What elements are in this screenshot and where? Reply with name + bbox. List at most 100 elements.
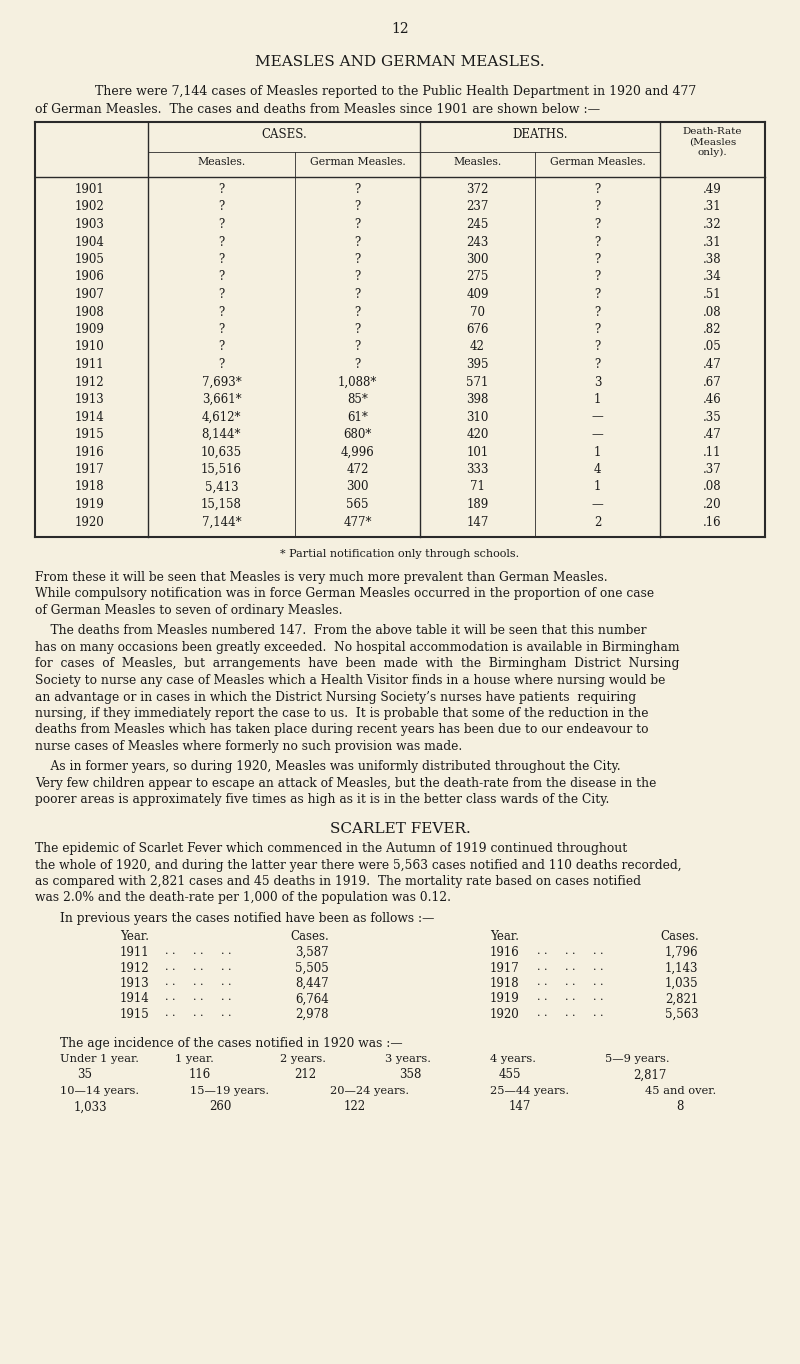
Text: 1918: 1918 — [74, 480, 104, 494]
Text: 3 years.: 3 years. — [385, 1054, 431, 1064]
Text: 15,516: 15,516 — [201, 462, 242, 476]
Text: 4,996: 4,996 — [341, 446, 374, 458]
Text: 1915: 1915 — [120, 1008, 150, 1022]
Text: 237: 237 — [466, 201, 489, 214]
Text: 1917: 1917 — [490, 962, 520, 974]
Text: 3,661*: 3,661* — [202, 393, 242, 406]
Text: 1907: 1907 — [74, 288, 105, 301]
Text: —: — — [592, 411, 603, 423]
Text: 1917: 1917 — [74, 462, 104, 476]
Text: .11: .11 — [703, 446, 722, 458]
Text: 1912: 1912 — [74, 375, 104, 389]
Text: 15—19 years.: 15—19 years. — [190, 1087, 269, 1097]
Text: 1916: 1916 — [490, 947, 520, 959]
Text: Measles.: Measles. — [454, 157, 502, 166]
Text: 147: 147 — [466, 516, 489, 528]
Text: the whole of 1920, and during the latter year there were 5,563 cases notified an: the whole of 1920, and during the latter… — [35, 858, 682, 872]
Text: ?: ? — [354, 357, 361, 371]
Text: for  cases  of  Measles,  but  arrangements  have  been  made  with  the  Birmin: for cases of Measles, but arrangements h… — [35, 657, 679, 671]
Text: 398: 398 — [466, 393, 489, 406]
Text: ?: ? — [218, 201, 225, 214]
Text: 1,143: 1,143 — [665, 962, 698, 974]
Text: 116: 116 — [189, 1068, 211, 1082]
Text: ?: ? — [594, 183, 601, 196]
Text: . .     . .     . .: . . . . . . — [165, 993, 231, 1003]
Text: ?: ? — [354, 252, 361, 266]
Text: ?: ? — [354, 270, 361, 284]
Text: 275: 275 — [466, 270, 489, 284]
Text: deaths from Measles which has taken place during recent years has been due to ou: deaths from Measles which has taken plac… — [35, 723, 649, 737]
Text: Very few children appear to escape an attack of Measles, but the death-rate from: Very few children appear to escape an at… — [35, 777, 656, 790]
Text: 189: 189 — [466, 498, 489, 512]
Text: 8: 8 — [676, 1101, 684, 1113]
Text: 1906: 1906 — [74, 270, 105, 284]
Text: Society to nurse any case of Measles which a Health Visitor finds in a house whe: Society to nurse any case of Measles whi… — [35, 674, 666, 687]
Text: 1912: 1912 — [120, 962, 150, 974]
Text: German Measles.: German Measles. — [310, 157, 406, 166]
Text: 372: 372 — [466, 183, 489, 196]
Text: .38: .38 — [703, 252, 722, 266]
Text: MEASLES AND GERMAN MEASLES.: MEASLES AND GERMAN MEASLES. — [255, 55, 545, 70]
Text: 2,821: 2,821 — [665, 993, 698, 1005]
Text: 12: 12 — [391, 22, 409, 35]
Text: .08: .08 — [703, 480, 722, 494]
Text: 4: 4 — [594, 462, 602, 476]
Text: .47: .47 — [703, 428, 722, 441]
Text: Cases.: Cases. — [660, 930, 698, 943]
Text: 212: 212 — [294, 1068, 316, 1082]
Text: 45 and over.: 45 and over. — [645, 1087, 716, 1097]
Text: ?: ? — [218, 218, 225, 231]
Text: 4 years.: 4 years. — [490, 1054, 536, 1064]
Text: 42: 42 — [470, 341, 485, 353]
Text: was 2.0% and the death-rate per 1,000 of the population was 0.12.: was 2.0% and the death-rate per 1,000 of… — [35, 892, 451, 904]
Text: 2: 2 — [594, 516, 601, 528]
Text: 101: 101 — [466, 446, 489, 458]
Text: ?: ? — [218, 323, 225, 336]
Text: ?: ? — [354, 323, 361, 336]
Text: 409: 409 — [466, 288, 489, 301]
Text: nursing, if they immediately report the case to us.  It is probable that some of: nursing, if they immediately report the … — [35, 707, 649, 720]
Text: 680*: 680* — [343, 428, 372, 441]
Text: 1: 1 — [594, 480, 601, 494]
Text: Year.: Year. — [120, 930, 149, 943]
Text: 25—44 years.: 25—44 years. — [490, 1087, 569, 1097]
Text: ?: ? — [354, 201, 361, 214]
Text: 477*: 477* — [343, 516, 372, 528]
Text: 1919: 1919 — [74, 498, 104, 512]
Text: ?: ? — [594, 357, 601, 371]
Text: . .     . .     . .: . . . . . . — [165, 962, 231, 971]
Text: 7,144*: 7,144* — [202, 516, 242, 528]
Text: 1903: 1903 — [74, 218, 105, 231]
Text: 260: 260 — [209, 1101, 231, 1113]
Text: Measles.: Measles. — [198, 157, 246, 166]
Text: 5—9 years.: 5—9 years. — [605, 1054, 670, 1064]
Text: 1916: 1916 — [74, 446, 104, 458]
Text: 676: 676 — [466, 323, 489, 336]
Text: ?: ? — [218, 252, 225, 266]
Text: ?: ? — [594, 323, 601, 336]
Text: 455: 455 — [498, 1068, 522, 1082]
Text: Cases.: Cases. — [290, 930, 329, 943]
Text: ?: ? — [218, 357, 225, 371]
Text: 310: 310 — [466, 411, 489, 423]
Text: 7,693*: 7,693* — [202, 375, 242, 389]
Text: .47: .47 — [703, 357, 722, 371]
Text: .46: .46 — [703, 393, 722, 406]
Text: * Partial notification only through schools.: * Partial notification only through scho… — [281, 548, 519, 559]
Text: .34: .34 — [703, 270, 722, 284]
Text: .37: .37 — [703, 462, 722, 476]
Text: 3,587: 3,587 — [295, 947, 329, 959]
Text: ?: ? — [218, 288, 225, 301]
Text: 243: 243 — [466, 236, 489, 248]
Text: ?: ? — [594, 306, 601, 319]
Text: 1919: 1919 — [490, 993, 520, 1005]
Text: an advantage or in cases in which the District Nursing Society’s nurses have pat: an advantage or in cases in which the Di… — [35, 690, 636, 704]
Text: ?: ? — [594, 218, 601, 231]
Text: . .     . .     . .: . . . . . . — [165, 1008, 231, 1018]
Text: 1: 1 — [594, 393, 601, 406]
Text: The epidemic of Scarlet Fever which commenced in the Autumn of 1919 continued th: The epidemic of Scarlet Fever which comm… — [35, 842, 627, 855]
Text: ?: ? — [594, 270, 601, 284]
Text: 147: 147 — [509, 1101, 531, 1113]
Text: —: — — [592, 498, 603, 512]
Text: ?: ? — [354, 218, 361, 231]
